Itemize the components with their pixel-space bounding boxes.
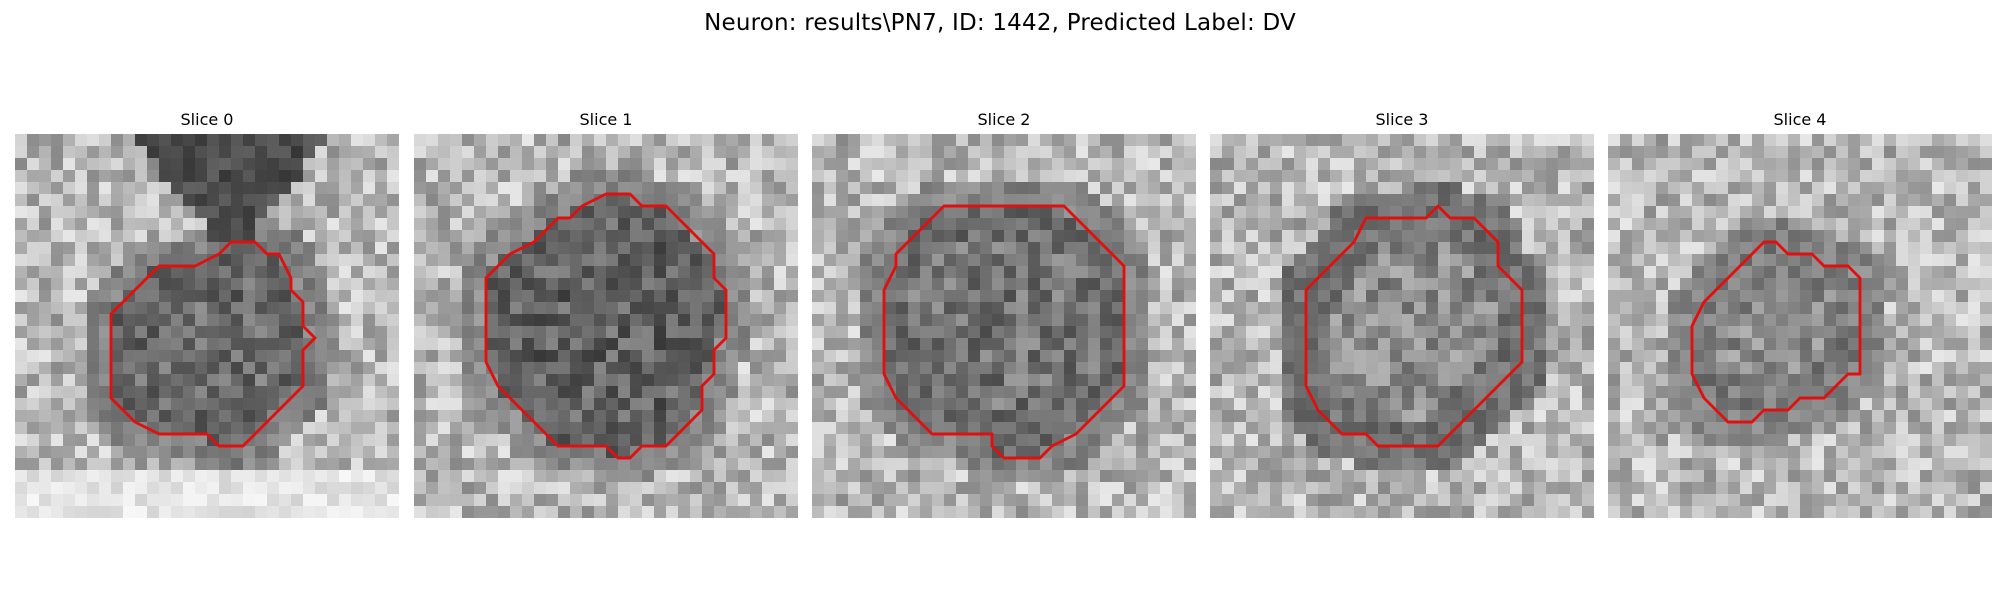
slice-contour-3 bbox=[1210, 134, 1594, 518]
slice-contour-2 bbox=[812, 134, 1196, 518]
slice-title-0: Slice 0 bbox=[15, 108, 399, 132]
slice-panel-2: Slice 2 bbox=[812, 0, 1196, 520]
segmentation-contour bbox=[111, 242, 315, 446]
slice-panel-0: Slice 0 bbox=[15, 0, 399, 520]
slice-panel-3: Slice 3 bbox=[1210, 0, 1594, 520]
slice-title-3: Slice 3 bbox=[1210, 108, 1594, 132]
slice-image-1 bbox=[414, 134, 798, 518]
slice-contour-0 bbox=[15, 134, 399, 518]
segmentation-contour bbox=[1692, 242, 1860, 422]
slice-contour-4 bbox=[1608, 134, 1992, 518]
segmentation-contour bbox=[1306, 206, 1522, 446]
slice-image-2 bbox=[812, 134, 1196, 518]
segmentation-contour bbox=[486, 194, 726, 458]
slice-image-4 bbox=[1608, 134, 1992, 518]
slice-title-4: Slice 4 bbox=[1608, 108, 1992, 132]
slice-panel-1: Slice 1 bbox=[414, 0, 798, 520]
slice-image-3 bbox=[1210, 134, 1594, 518]
slice-image-0 bbox=[15, 134, 399, 518]
segmentation-contour bbox=[884, 206, 1124, 458]
slice-contour-1 bbox=[414, 134, 798, 518]
slice-title-1: Slice 1 bbox=[414, 108, 798, 132]
slice-panel-4: Slice 4 bbox=[1608, 0, 1992, 520]
slice-title-2: Slice 2 bbox=[812, 108, 1196, 132]
